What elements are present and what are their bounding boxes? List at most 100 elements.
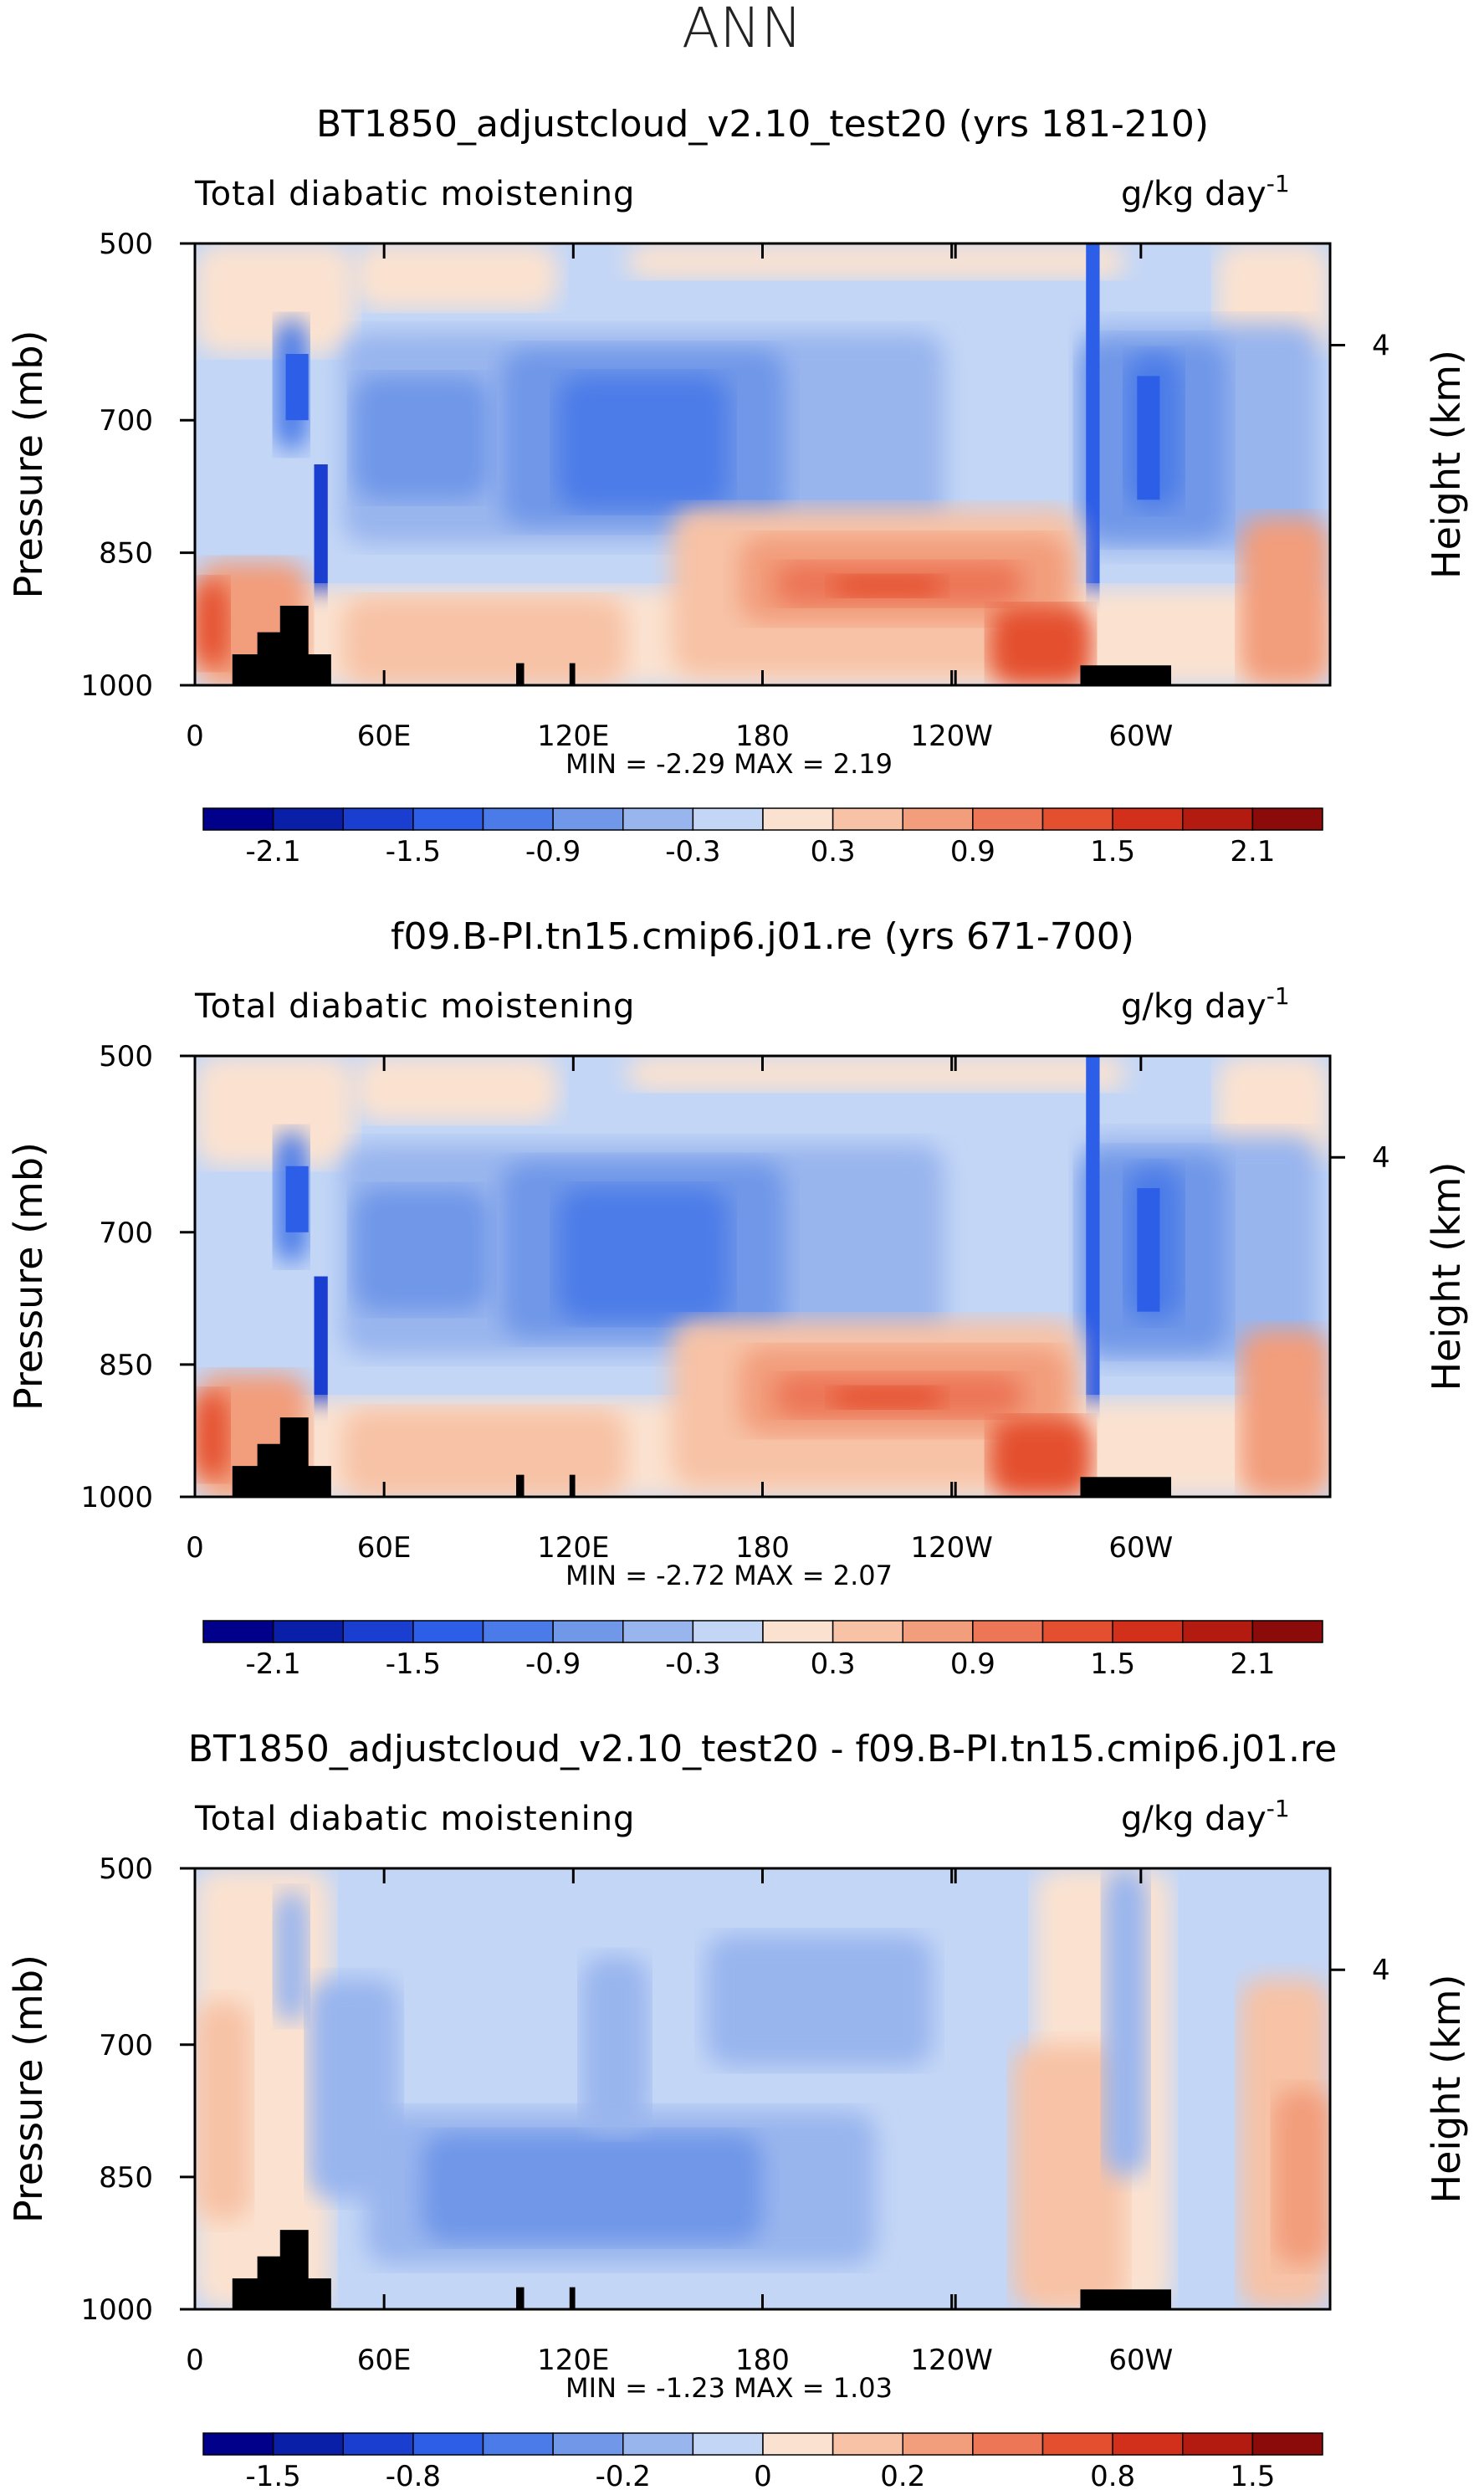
land-mask [516,2287,525,2309]
colorbar-swatch [1182,2432,1254,2456]
x-tick-label: 60W [1108,1531,1173,1565]
colorbar-swatch [202,807,274,831]
x-tick-label: 120W [910,1531,993,1565]
land-mask [1080,665,1172,685]
y-tick-label: 500 [99,1852,153,1886]
units-label: g/kg day-1 [1121,982,1290,1026]
x-tick-label: 120W [910,720,993,753]
colorbar-swatch [552,807,624,831]
colorbar-label: 0.9 [950,1647,995,1681]
contour-region [195,2001,252,2221]
units-label: g/kg day-1 [1121,1795,1290,1838]
contour-region [989,605,1093,685]
colorbar-swatch [412,1620,484,1643]
land-mask [1080,2289,1172,2309]
colorbar-label: 1.5 [1090,835,1135,868]
colorbar-swatch [972,807,1044,831]
contour-region [1137,1188,1160,1312]
colorbar-swatch [482,807,554,831]
colorbar-swatch [972,2432,1044,2456]
units-exponent: -1 [1267,170,1290,197]
y-tick-label: 1000 [80,2293,153,2327]
x-tick-label: 0 [186,1531,204,1565]
x-tick-label: 120E [537,1531,609,1565]
contour-region [1103,1868,1149,2177]
y-tick-label: 850 [99,1349,153,1382]
colorbar-label: -0.3 [665,835,720,868]
field-label: Total diabatic moistening [194,1800,635,1838]
colorbar-swatch [692,807,764,831]
colorbar-swatch [622,2432,694,2456]
contour-region [274,1890,309,2023]
colorbar-swatch [482,2432,554,2456]
colorbar-swatch [692,2432,764,2456]
x-tick-label: 0 [186,2344,204,2377]
y-tick-label: 850 [99,537,153,571]
x-tick-label: 180 [735,1531,790,1565]
right-y-tick-label: 4 [1372,1954,1390,1987]
panel-title: BT1850_adjustcloud_v2.10_test20 (yrs 181… [316,103,1209,146]
panel-2: f09.B-PI.tn15.cmip6.j01.re (yrs 671-700)… [6,915,1469,1681]
contour-region [353,243,559,310]
x-tick-label: 60W [1108,2344,1173,2377]
contour-region [195,1391,229,1479]
colorbar-label: 0.2 [880,2460,925,2490]
colorbar-swatch [1251,1620,1323,1643]
colorbar-label: 2.1 [1230,1647,1275,1681]
colorbar-swatch [412,807,484,831]
field-label: Total diabatic moistening [194,987,635,1026]
contour-field [195,1056,1330,1497]
min-max-text: MIN = -2.72 MAX = 2.07 [565,1560,893,1591]
y-axis-title: Pressure (mb) [6,330,51,599]
panel-title: BT1850_adjustcloud_v2.10_test20 - f09.B-… [188,1728,1337,1770]
colorbar: -2.1 -1.5 -0.9 -0.3 0.3 0.9 1.5 2.1 [202,807,1323,868]
colorbar-swatch [902,1620,974,1643]
colorbar-label: -1.5 [386,1647,441,1681]
contour-region [705,1934,934,2067]
contour-region [1239,1329,1330,1497]
colorbar-swatch [1041,807,1113,831]
colorbar-swatch [1112,2432,1184,2456]
y-tick-label: 700 [99,1217,153,1250]
colorbar-swatch [832,807,903,831]
colorbar: -2.1 -1.5 -0.9 -0.3 0.3 0.9 1.5 2.1 [202,1620,1323,1681]
colorbar-label: -0.3 [665,1647,720,1681]
x-tick-label: 60E [357,2344,412,2377]
colorbar-swatch [902,2432,974,2456]
colorbar-swatch [272,807,344,831]
colorbar-swatch [762,807,834,831]
contour-region [285,354,309,421]
y-axis-title: Pressure (mb) [6,1955,51,2223]
contour-region [1273,2088,1330,2266]
colorbar-label: 0 [754,2460,772,2490]
min-max-text: MIN = -1.23 MAX = 1.03 [565,2372,893,2404]
panel-3: BT1850_adjustcloud_v2.10_test20 - f09.B-… [6,1728,1469,2490]
colorbar-label: 0.8 [1090,2460,1135,2490]
contour-region [830,575,944,597]
contour-field [195,243,1330,685]
colorbar-label: -1.5 [245,2460,300,2490]
y-tick-label: 850 [99,2161,153,2195]
colorbar-label: -0.9 [525,1647,581,1681]
colorbar-swatch [1041,1620,1113,1643]
colorbar: -1.5 -0.8 -0.2 0 0.2 0.8 1.5 [202,2432,1323,2490]
colorbar-label: 2.1 [1230,835,1275,868]
y-tick-label: 1000 [80,669,153,703]
colorbar-swatch [762,2432,834,2456]
land-mask [257,632,286,685]
colorbar-swatch [1182,1620,1254,1643]
contour-region [1086,243,1100,642]
contour-region [1239,517,1330,685]
x-tick-label: 60E [357,720,412,753]
contour-region [353,376,490,500]
x-tick-label: 120E [537,720,609,753]
colorbar-swatch [552,2432,624,2456]
field-label: Total diabatic moistening [194,175,635,213]
colorbar-label: 1.5 [1090,1647,1135,1681]
contour-region [353,1056,559,1123]
colorbar-swatch [412,2432,484,2456]
colorbar-swatch [202,1620,274,1643]
colorbar-swatch [1041,2432,1113,2456]
colorbar-swatch [692,1620,764,1643]
